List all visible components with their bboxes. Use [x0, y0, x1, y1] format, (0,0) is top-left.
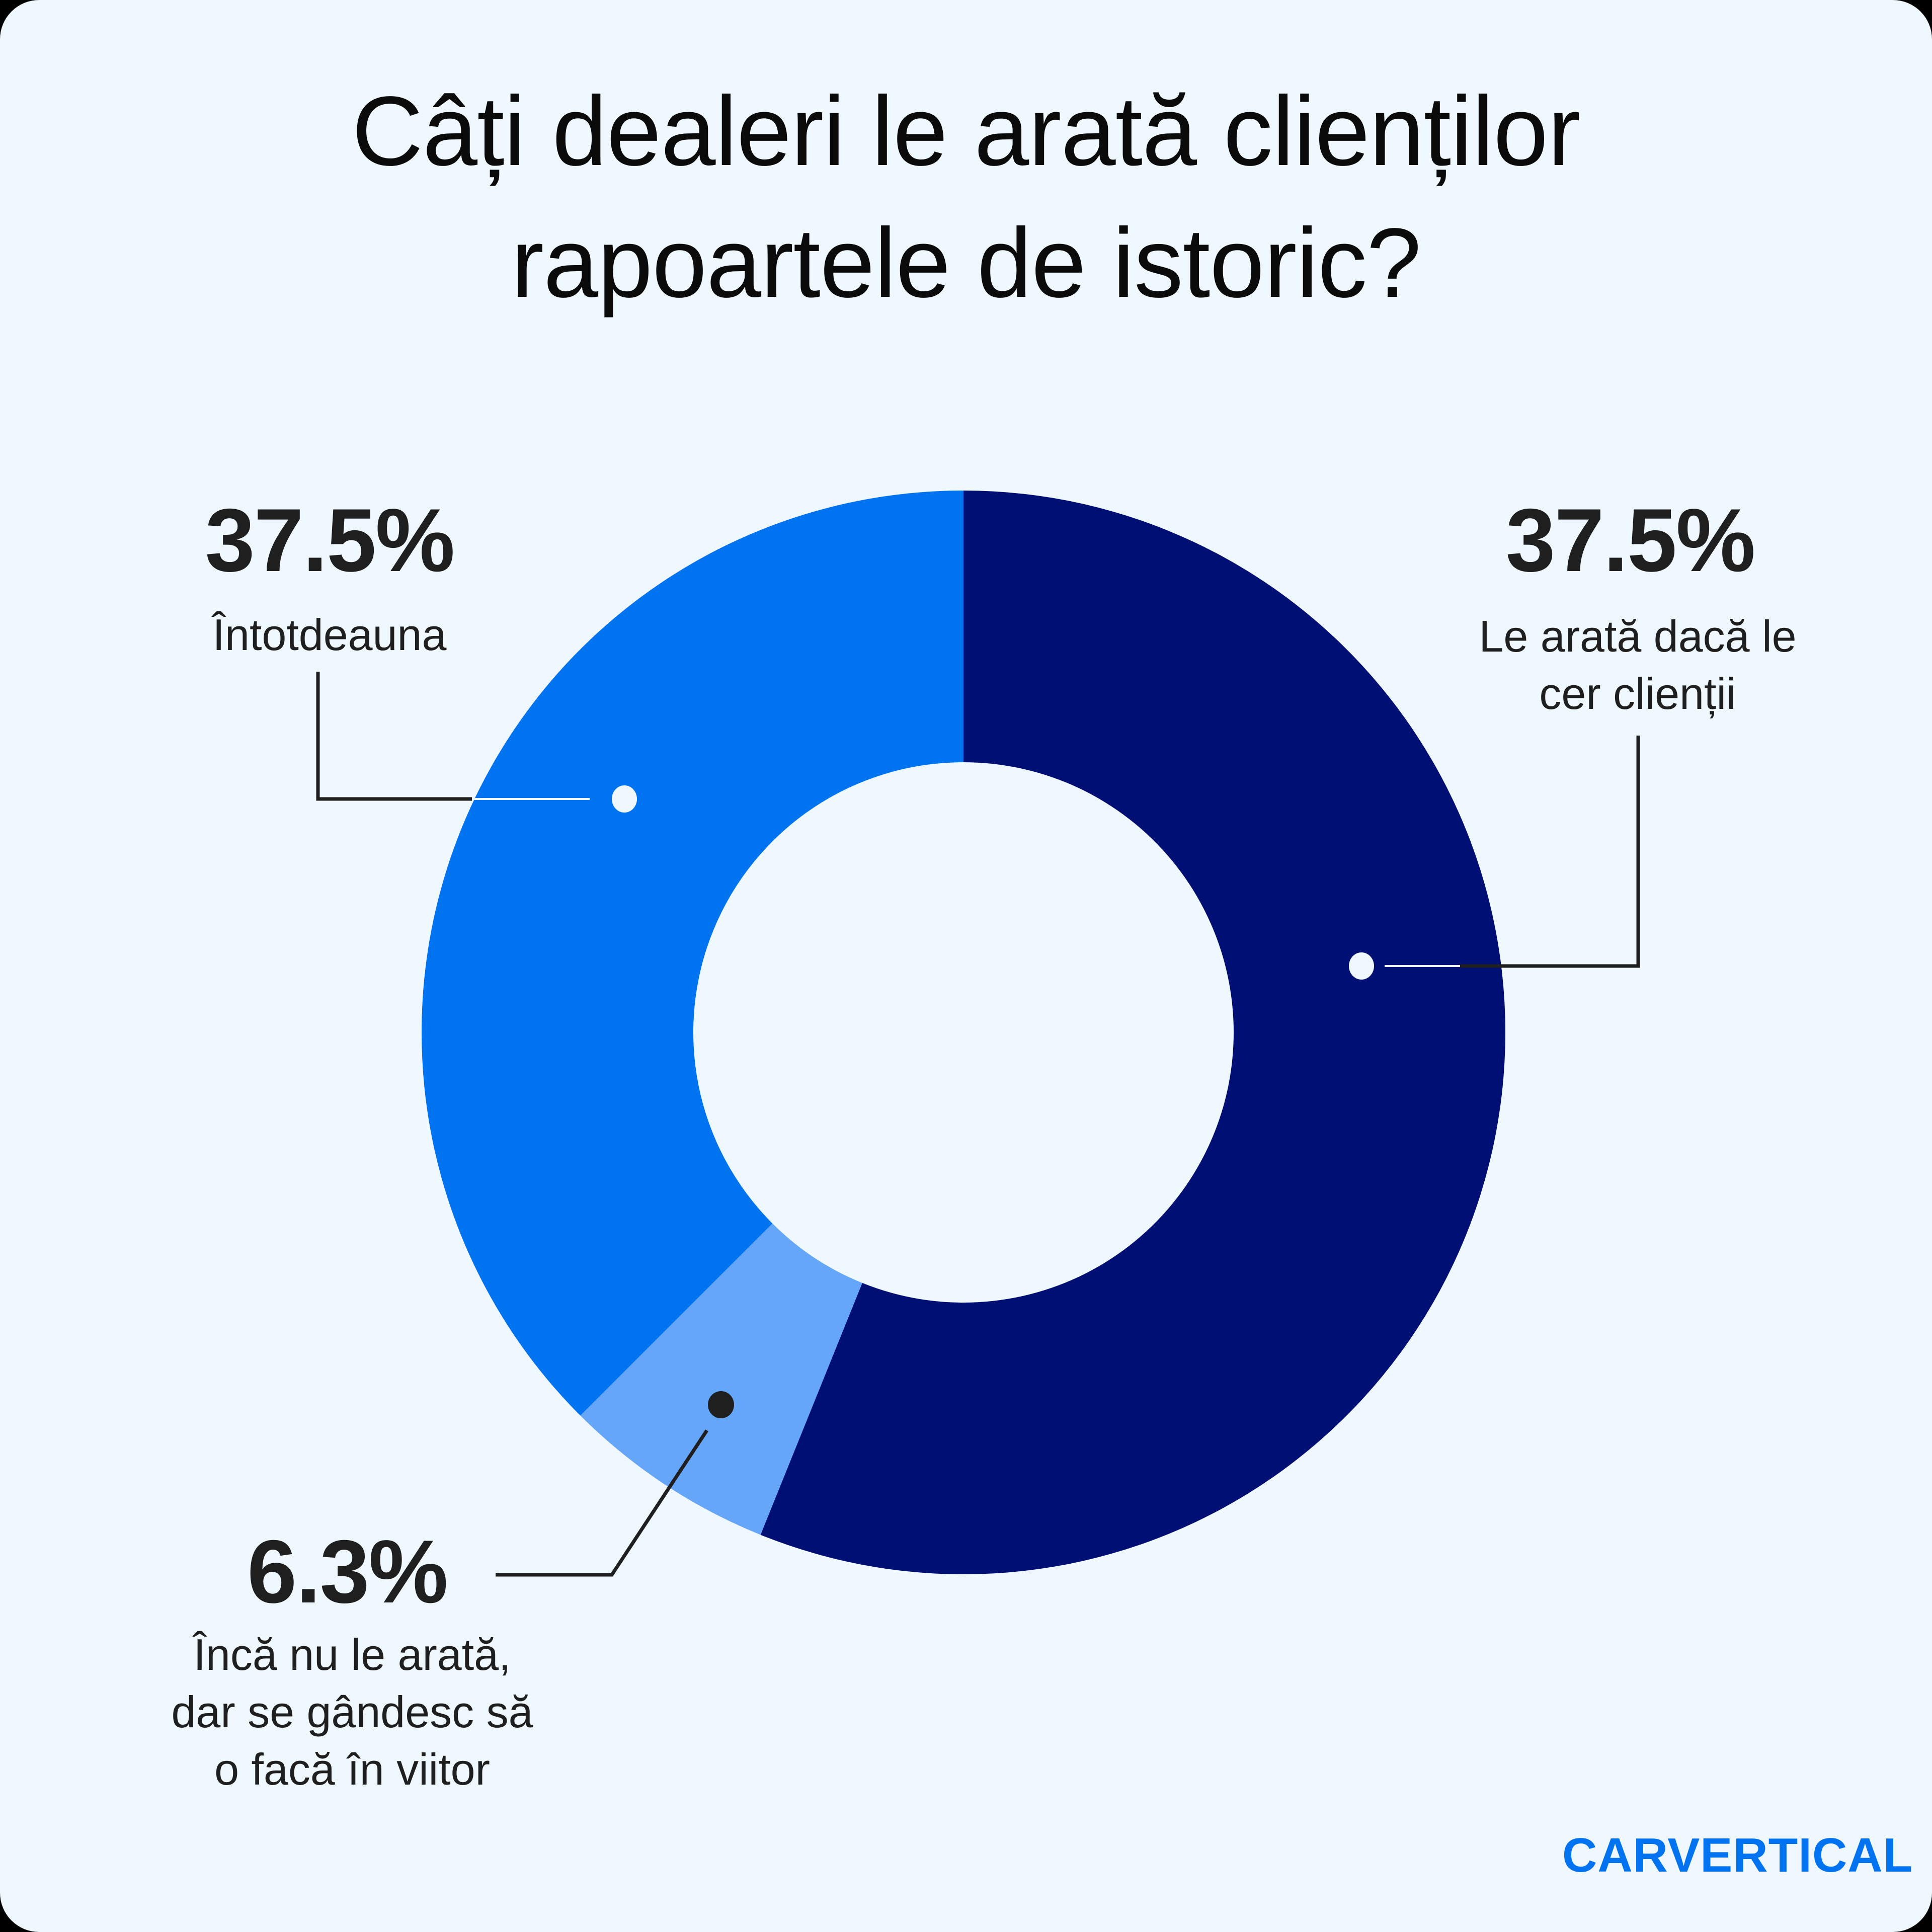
value-label-considering: 6.3% [247, 1521, 448, 1622]
leader-considering [496, 1391, 734, 1577]
chart-title-line-2: rapoartele de istoric? [511, 208, 1421, 318]
category-label-always: Întotdeauna [153, 606, 506, 664]
value-label-on-request: 37.5% [1505, 490, 1756, 590]
category-label-on-request-line-2: cer clienții [1539, 669, 1736, 718]
category-label-considering-line-3: o facă în viitor [214, 1744, 490, 1794]
category-label-considering: Încă nu le arată, dar se gândesc să o fa… [121, 1626, 584, 1798]
leader-on-request [1349, 736, 1640, 980]
value-label-always: 37.5% [205, 490, 455, 590]
marker-dot-considering [708, 1391, 734, 1418]
category-label-on-request: Le arată dacă le cer clienții [1436, 608, 1839, 722]
donut-slice-always [422, 491, 964, 1416]
category-label-considering-line-2: dar se gândesc să [171, 1687, 533, 1737]
marker-dot-always [612, 785, 637, 813]
leader-always [316, 672, 637, 813]
category-label-always-line-1: Întotdeauna [212, 610, 447, 660]
category-label-considering-line-1: Încă nu le arată, [193, 1630, 511, 1679]
marker-dot-on-request [1349, 952, 1374, 980]
chart-title-line-1: Câți dealeri le arată clienților [352, 76, 1581, 186]
carvertical-logo: CARVERTICAL [1562, 1828, 1913, 1882]
chart-title: Câți dealeri le arată clienților rapoart… [0, 65, 1932, 329]
donut-slices [422, 491, 1506, 1574]
donut-slice-considering [580, 1223, 862, 1535]
category-label-on-request-line-1: Le arată dacă le [1479, 611, 1797, 661]
donut-slice-on-request [760, 491, 1506, 1574]
